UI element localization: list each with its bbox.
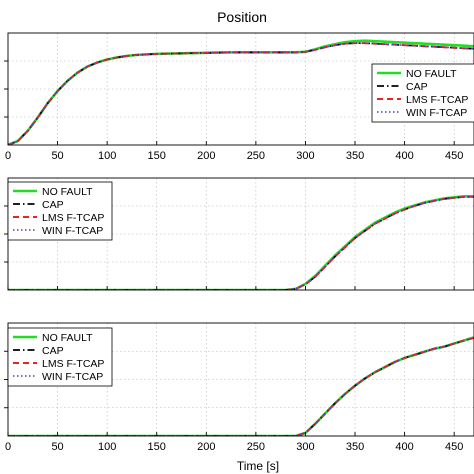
legend-label: NO FAULT (406, 68, 457, 80)
x-tick-label: 250 (247, 150, 265, 162)
legend-label: WIN F-TCAP (42, 371, 103, 383)
x-axis-label: Time [s] (237, 459, 279, 473)
series-line-win-f-tcap (8, 196, 474, 290)
x-tick-label: 250 (247, 441, 265, 453)
x-tick-label: 150 (148, 441, 166, 453)
legend-label: WIN F-TCAP (406, 107, 467, 119)
x-tick-label: 0 (5, 441, 11, 453)
x-tick-label: 200 (197, 441, 215, 453)
legend-label: NO FAULT (42, 186, 93, 198)
chart-title: Position (217, 9, 267, 25)
x-tick-label: 150 (148, 150, 166, 162)
chart-panel-1: 0 50 100 150 200 250 300 350 400 450 NO FAULTCAPLM… (4, 32, 474, 162)
legend-label: CAP (42, 199, 64, 211)
legend-label: LMS F-TCAP (406, 94, 468, 106)
x-tick-label: 350 (346, 441, 364, 453)
chart-panel-3: 0 50 100 150 200 250 300 350 400 450 NO FAULTCAPLM… (4, 322, 474, 453)
x-tick-label: 450 (445, 150, 463, 162)
x-tick-label: 50 (51, 150, 63, 162)
legend-label: CAP (406, 81, 428, 93)
legend-label: LMS F-TCAP (42, 358, 104, 370)
series-line-lms-f-tcap (8, 336, 474, 436)
x-tick-label: 200 (197, 150, 215, 162)
series-lines (8, 39, 474, 145)
series-line-lms-f-tcap (8, 42, 474, 145)
series-lines (8, 336, 474, 436)
x-tick-label: 300 (296, 150, 314, 162)
x-tick-label: 350 (346, 150, 364, 162)
x-tick-label: 0 (5, 150, 11, 162)
legend-label: NO FAULT (42, 332, 93, 344)
x-tick-label: 400 (395, 441, 413, 453)
x-tick-label: 100 (98, 441, 116, 453)
series-lines (8, 195, 474, 290)
x-tick-label: 400 (395, 150, 413, 162)
legend-label: LMS F-TCAP (42, 212, 104, 224)
x-tick-label: 300 (296, 441, 314, 453)
x-tick-label: 450 (445, 441, 463, 453)
x-tick-label: 50 (51, 441, 63, 453)
x-tick-label: 100 (98, 150, 116, 162)
legend-label: CAP (42, 345, 64, 357)
legend-label: WIN F-TCAP (42, 225, 103, 237)
